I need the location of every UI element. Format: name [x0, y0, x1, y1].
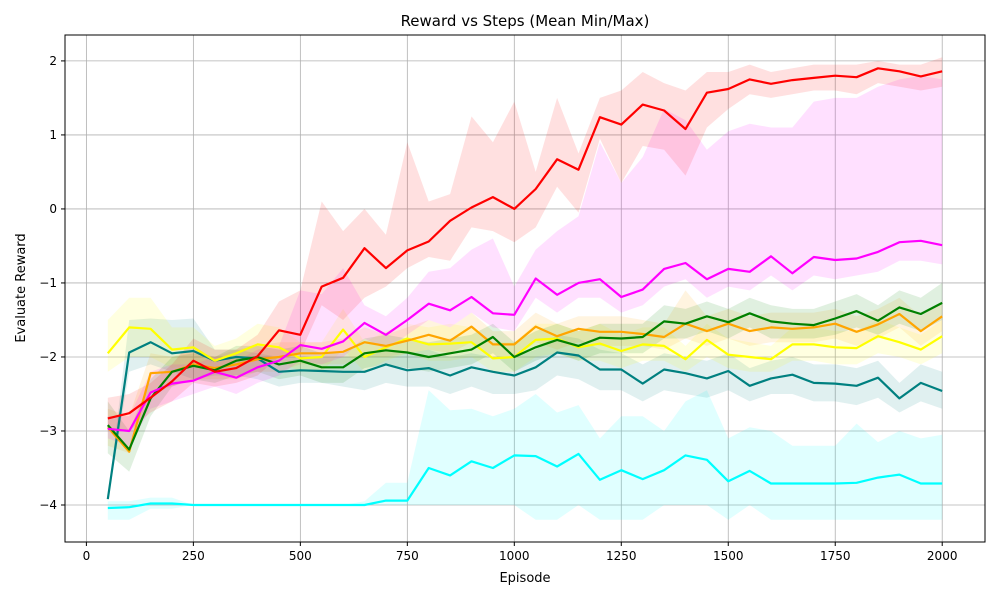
y-tick-label: 2 [49, 54, 57, 68]
x-tick-label: 1500 [713, 549, 744, 563]
x-tick-label: 0 [83, 549, 91, 563]
plot-frame [64, 34, 986, 543]
y-tick-label: −4 [39, 498, 57, 512]
chart-title: Reward vs Steps (Mean Min/Max) [401, 12, 650, 30]
y-tick-label: 0 [49, 202, 57, 216]
x-axis: 0 250 500 750 1000 1250 1500 1750 2000 [83, 542, 958, 563]
band-teal [107, 318, 943, 502]
x-tick-label: 500 [289, 549, 312, 563]
x-tick-label: 2000 [927, 549, 958, 563]
grid [65, 35, 985, 542]
series-line-magenta [107, 239, 943, 433]
y-tick-label: −2 [39, 350, 57, 364]
band-green [107, 282, 943, 472]
y-tick-label: −1 [39, 276, 57, 290]
x-tick-label: 1750 [820, 549, 851, 563]
x-tick-label: 1000 [499, 549, 530, 563]
band-orange [107, 290, 943, 454]
y-tick-label: 1 [49, 128, 57, 142]
y-tick-label: −3 [39, 424, 57, 438]
x-tick-label: 1250 [606, 549, 637, 563]
y-axis: −4 −3 −2 −1 0 1 2 [39, 54, 65, 512]
series-line-red [107, 67, 943, 420]
x-tick-label: 750 [396, 549, 419, 563]
series-line-green [106, 301, 943, 451]
plot-area [65, 35, 985, 542]
y-axis-label: Evaluate Reward [14, 233, 29, 342]
series-lines [106, 67, 943, 510]
x-tick-label: 250 [182, 549, 205, 563]
x-axis-label: Episode [499, 571, 550, 586]
series-line-teal [106, 341, 943, 500]
series-line-cyan [107, 452, 943, 510]
series-line-yellow [106, 326, 943, 362]
